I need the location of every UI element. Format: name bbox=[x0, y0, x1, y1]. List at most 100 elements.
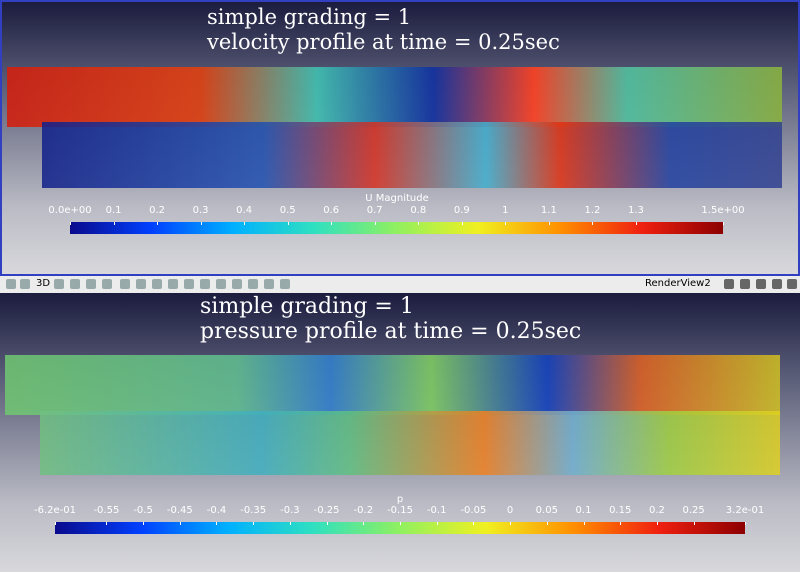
colorbar-tick bbox=[592, 222, 594, 225]
colorbar-tick bbox=[106, 522, 108, 525]
maximize-button[interactable] bbox=[756, 279, 766, 289]
title-line: velocity profile at time = 0.25sec bbox=[207, 30, 560, 54]
colorbar-tick-label: 0.15 bbox=[609, 505, 632, 516]
icon[interactable] bbox=[20, 279, 30, 289]
colorbar-tick bbox=[289, 522, 291, 525]
colorbar-tick-label: 0.2 bbox=[648, 505, 665, 516]
icon[interactable] bbox=[86, 279, 96, 289]
colorbar-tick-label: -0.35 bbox=[240, 505, 267, 516]
colorbar-tick bbox=[253, 522, 255, 525]
render-view[interactable]: simple grading = 1 pressure profile at t… bbox=[0, 293, 800, 572]
colorbar-tick-label: 0.4 bbox=[236, 205, 253, 216]
colorbar-tick bbox=[505, 222, 507, 225]
colorbar-tick-label: -0.15 bbox=[387, 505, 413, 516]
colorbar-tick bbox=[745, 522, 746, 525]
colorbar-tick bbox=[510, 522, 512, 525]
colorbar-tick-label: 0.0e+00 bbox=[48, 205, 92, 216]
colorbar-tick-label: 1.3 bbox=[627, 205, 644, 216]
flow-field bbox=[40, 411, 780, 475]
colorbar-tick-label: -0.1 bbox=[426, 505, 447, 516]
view-title: simple grading = 1 pressure profile at t… bbox=[200, 294, 581, 344]
flow-field bbox=[5, 355, 780, 415]
colorbar-tick-label: -0.05 bbox=[460, 505, 487, 516]
colorbar-tick bbox=[143, 522, 145, 525]
colorbar-tick-label: 3.2e-01 bbox=[725, 505, 765, 516]
colorbar-tick bbox=[400, 522, 401, 525]
flow-field bbox=[42, 122, 782, 188]
colorbar-tick bbox=[244, 222, 246, 225]
colorbar-tick-label: 0.1 bbox=[105, 205, 122, 216]
icon[interactable] bbox=[168, 279, 178, 289]
colorbar-tick bbox=[635, 222, 637, 225]
colorbar-tick bbox=[548, 222, 550, 225]
view-toolbar: 3D RenderView2 bbox=[0, 276, 800, 294]
icon[interactable] bbox=[6, 279, 16, 289]
icon[interactable] bbox=[264, 279, 274, 289]
colorbar-tick bbox=[70, 222, 71, 225]
icon[interactable] bbox=[200, 279, 210, 289]
title-line: simple grading = 1 bbox=[207, 5, 412, 29]
flow-field bbox=[7, 67, 782, 127]
icon[interactable] bbox=[102, 279, 112, 289]
icon[interactable] bbox=[280, 279, 290, 289]
colorbar-tick bbox=[157, 222, 159, 225]
colorbar-tick-label: 0.8 bbox=[410, 205, 427, 216]
icon[interactable] bbox=[54, 279, 64, 289]
colorbar-tick-label: 0.7 bbox=[366, 205, 383, 216]
colorbar-tick-label: 0.2 bbox=[149, 205, 166, 216]
colorbar-tick-label: 1.1 bbox=[540, 205, 557, 216]
colorbar-tick-label: 0.5 bbox=[279, 205, 296, 216]
close-button[interactable] bbox=[787, 279, 797, 289]
title-line: simple grading = 1 bbox=[200, 294, 414, 319]
colorbar-tick-label: 0.25 bbox=[682, 505, 705, 516]
colorbar-tick bbox=[179, 522, 181, 525]
colorbar-tick bbox=[583, 522, 585, 525]
colorbar-tick-label: -0.45 bbox=[166, 505, 193, 516]
colorbar-tick bbox=[436, 522, 438, 525]
colorbar-tick bbox=[723, 222, 724, 225]
icon[interactable] bbox=[184, 279, 194, 289]
colorbar-tick-label: -0.55 bbox=[93, 505, 120, 516]
icon[interactable] bbox=[152, 279, 162, 289]
colorbar-tick bbox=[363, 522, 365, 525]
colorbar-tick-label: -0.3 bbox=[280, 505, 300, 516]
colorbar-tick bbox=[461, 222, 463, 225]
icon[interactable] bbox=[216, 279, 226, 289]
icon[interactable] bbox=[120, 279, 130, 289]
colorbar-tick-label: -0.5 bbox=[133, 505, 153, 516]
colorbar-tick-label: -6.2e-01 bbox=[34, 505, 76, 516]
colorbar-tick bbox=[113, 222, 115, 225]
view-title: simple grading = 1 velocity profile at t… bbox=[207, 5, 560, 55]
colorbar-tick bbox=[693, 522, 695, 525]
colorbar-tick-label: 1 bbox=[502, 205, 509, 216]
icon[interactable] bbox=[248, 279, 258, 289]
colorbar-tick bbox=[473, 522, 475, 525]
colorbar-tick bbox=[418, 222, 420, 225]
colorbar-tick bbox=[55, 522, 56, 525]
view-name: RenderView2 bbox=[645, 278, 711, 289]
colorbar-tick-label: 0 bbox=[506, 505, 514, 516]
render-view[interactable]: simple grading = 1 velocity profile at t… bbox=[0, 0, 800, 276]
colorbar-tick bbox=[216, 522, 218, 525]
icon[interactable] bbox=[136, 279, 146, 289]
colorbar-tick bbox=[200, 222, 202, 225]
colorbar-tick-label: 0.05 bbox=[535, 505, 558, 516]
colorbar-tick bbox=[326, 522, 328, 525]
mode-button[interactable]: 3D bbox=[36, 278, 51, 289]
colorbar-tick bbox=[546, 522, 548, 525]
colorbar-tick-label: -0.2 bbox=[353, 505, 374, 516]
colorbar-tick-label: 0.1 bbox=[575, 505, 592, 516]
colorbar-tick-label: 0.3 bbox=[192, 205, 209, 216]
colorbar-tick-label: 1.5e+00 bbox=[701, 205, 745, 216]
colorbar bbox=[70, 222, 723, 234]
icon[interactable] bbox=[232, 279, 242, 289]
split-button[interactable] bbox=[724, 279, 734, 289]
icon[interactable] bbox=[70, 279, 80, 289]
colorbar-tick-label: -0.4 bbox=[206, 505, 227, 516]
colorbar-tick-label: -0.25 bbox=[313, 505, 340, 516]
colorbar-tick-label: 0.9 bbox=[453, 205, 470, 216]
capture-button[interactable] bbox=[772, 279, 782, 289]
colorbar-tick bbox=[620, 522, 622, 525]
split-button[interactable] bbox=[740, 279, 750, 289]
